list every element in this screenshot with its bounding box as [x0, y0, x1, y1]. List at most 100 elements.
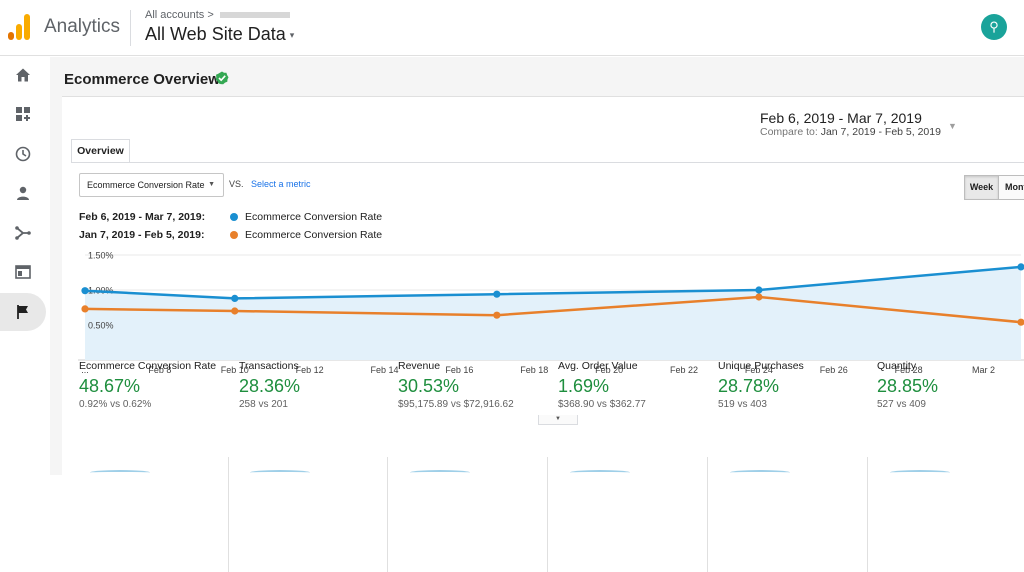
tab-divider: [71, 162, 1024, 163]
breadcrumb-all-accounts[interactable]: All accounts: [145, 9, 205, 21]
sidebar-item-acquisition[interactable]: [0, 214, 46, 252]
y-tick-label: 1.50%: [88, 251, 114, 261]
stat-comparison: $368.90 vs $362.77: [558, 399, 646, 410]
sidebar-item-home[interactable]: [0, 56, 46, 94]
stat-change: 28.78%: [718, 376, 780, 396]
stat-conversion-rate[interactable]: Ecommerce Conversion Rate 48.67% 0.92% v…: [79, 360, 216, 420]
data-point-previous: [493, 311, 501, 319]
x-tick-label: Feb 14: [371, 365, 399, 375]
sidebar-item-audience[interactable]: [0, 174, 46, 212]
sparkline: [890, 470, 950, 475]
stat-label: Transactions: [239, 360, 299, 372]
sparkline: [250, 470, 310, 475]
sparkline: [570, 470, 630, 475]
conversion-rate-chart: 1.50%1.00%0.50%... Feb 8 Feb 10 Feb 12 Feb 1…: [78, 251, 1024, 375]
stat-change: 1.69%: [558, 376, 610, 396]
verified-check-icon: [215, 71, 229, 85]
stat-divider: [228, 457, 229, 572]
breadcrumb[interactable]: All accounts >: [145, 9, 290, 21]
view-name: All Web Site Data: [145, 24, 286, 44]
acquisition-icon: [15, 226, 31, 240]
sidebar-item-conversions[interactable]: [0, 293, 46, 331]
x-tick-label: Feb 16: [445, 365, 473, 375]
sparkline: [730, 470, 790, 475]
stat-change: 48.67%: [79, 376, 141, 396]
compare-prefix: Compare to:: [760, 126, 818, 138]
sidebar-item-realtime[interactable]: [0, 135, 46, 173]
legend-current-label: Ecommerce Conversion Rate: [245, 211, 383, 223]
top-bar: Analytics All accounts > All Web Site Da…: [0, 0, 1024, 56]
stat-comparison: 0.92% vs 0.62%: [79, 399, 152, 410]
view-caret-icon: ▾: [289, 29, 295, 40]
x-tick-label: Feb 8: [148, 365, 171, 375]
data-point-current: [1017, 263, 1024, 271]
stat-divider: [707, 457, 708, 572]
legend-previous-label: Ecommerce Conversion Rate: [245, 229, 383, 241]
data-point-current: [231, 294, 239, 302]
legend-current-range: Feb 6, 2019 - Mar 7, 2019:: [79, 211, 206, 223]
analytics-logo-icon[interactable]: [8, 12, 32, 40]
stat-transactions[interactable]: Transactions 28.36% 258 vs 201: [239, 360, 300, 420]
stat-comparison: 519 vs 403: [718, 399, 767, 410]
metric-select[interactable]: Ecommerce Conversion Rate ▼: [79, 173, 224, 197]
sidebar-item-behavior[interactable]: [0, 253, 46, 291]
stat-label: Unique Purchases: [718, 360, 804, 372]
week-button[interactable]: Week: [964, 175, 999, 200]
x-tick-label: Feb 20: [595, 365, 623, 375]
stat-divider: [547, 457, 548, 572]
avatar[interactable]: ⚲: [981, 14, 1007, 40]
realtime-clock-icon: [15, 146, 31, 162]
sidebar-item-customization[interactable]: [0, 95, 46, 133]
sparkline: [410, 470, 470, 475]
stat-change: 28.85%: [877, 376, 939, 396]
x-tick-label: Mar 2: [972, 365, 995, 375]
data-point-previous: [81, 305, 89, 313]
stat-change: 30.53%: [398, 376, 460, 396]
date-range-caret-icon[interactable]: ▼: [948, 121, 957, 131]
view-selector[interactable]: All Web Site Data ▾: [145, 24, 294, 45]
x-tick-label: Feb 12: [296, 365, 324, 375]
compare-range[interactable]: Compare to: Jan 7, 2019 - Feb 5, 2019: [760, 126, 941, 138]
tab-overview[interactable]: Overview: [71, 139, 130, 162]
y-tick-label: 0.50%: [88, 321, 114, 331]
x-tick-label: Feb 22: [670, 365, 698, 375]
legend-previous-range: Jan 7, 2019 - Feb 5, 2019:: [79, 229, 205, 241]
data-point-current: [81, 287, 89, 295]
x-tick-label: Feb 26: [820, 365, 848, 375]
legend-current-dot: [230, 213, 238, 221]
stat-divider: [867, 457, 868, 572]
chart-expander-icon[interactable]: ▼: [538, 415, 578, 425]
home-icon: [16, 68, 30, 82]
vs-label: VS.: [229, 179, 244, 189]
date-range[interactable]: Feb 6, 2019 - Mar 7, 2019: [760, 110, 922, 126]
legend-current: Feb 6, 2019 - Mar 7, 2019: Ecommerce Con…: [79, 211, 382, 223]
stat-revenue[interactable]: Revenue 30.53% $95,175.89 vs $72,916.62: [398, 360, 514, 420]
sidebar: [0, 56, 50, 475]
redacted-account-name: [219, 12, 290, 19]
stat-unique-purchases[interactable]: Unique Purchases 28.78% 519 vs 403: [718, 360, 804, 420]
stat-change: 28.36%: [239, 376, 301, 396]
page-title: Ecommerce Overview: [64, 71, 220, 88]
x-tick-label: Feb 28: [895, 365, 923, 375]
data-point-current: [493, 290, 501, 298]
data-point-previous: [231, 307, 239, 315]
breadcrumb-separator: >: [207, 9, 214, 21]
compare-dates: Jan 7, 2019 - Feb 5, 2019: [820, 126, 941, 138]
metric-select-value: Ecommerce Conversion Rate: [87, 180, 205, 190]
stat-avg-order-value[interactable]: Avg. Order Value 1.69% $368.90 vs $362.7…: [558, 360, 646, 420]
x-tick-label: ...: [81, 365, 89, 375]
conversions-flag-icon: [17, 305, 28, 319]
select-metric-link[interactable]: Select a metric: [251, 179, 311, 189]
x-tick-label: Feb 18: [520, 365, 548, 375]
month-button[interactable]: Month: [999, 175, 1024, 200]
stat-label: Quantity: [877, 360, 917, 372]
stat-label: Ecommerce Conversion Rate: [79, 360, 217, 372]
chevron-down-icon: ▼: [208, 181, 215, 188]
stat-comparison: $95,175.89 vs $72,916.62: [398, 399, 514, 410]
behavior-icon: [15, 265, 31, 279]
x-tick-label: Feb 10: [221, 365, 249, 375]
legend-previous-dot: [230, 231, 238, 239]
stat-label: Revenue: [398, 360, 441, 372]
x-tick-label: Feb 24: [745, 365, 773, 375]
stat-quantity[interactable]: Quantity 28.85% 527 vs 409: [877, 360, 938, 420]
